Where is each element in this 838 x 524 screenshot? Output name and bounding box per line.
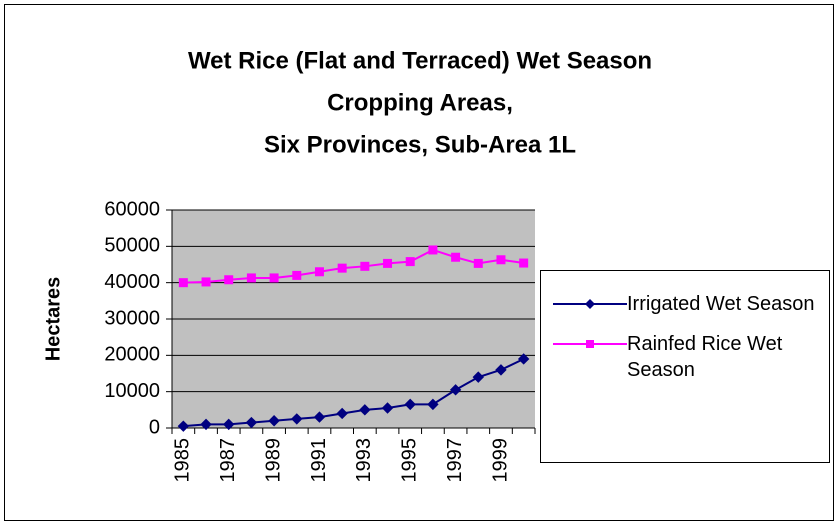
chart-title: Wet Rice (Flat and Terraced) Wet Season: [188, 47, 652, 74]
legend-item: Irrigated Wet Season: [547, 291, 825, 317]
y-tick-label: 10000: [104, 380, 160, 402]
x-tick-label: 1987: [217, 438, 239, 483]
marker: [495, 364, 507, 376]
chart-title: Six Provinces, Sub-Area 1L: [264, 131, 576, 158]
marker: [449, 384, 462, 396]
marker: [383, 258, 393, 268]
marker: [519, 258, 529, 268]
marker: [268, 415, 280, 427]
marker: [496, 255, 506, 265]
x-tick-label: 1995: [399, 438, 421, 483]
y-tick-label: 30000: [104, 307, 160, 329]
legend-swatch: [553, 299, 627, 309]
marker: [336, 407, 348, 420]
marker: [223, 418, 235, 431]
marker: [359, 404, 371, 416]
marker: [360, 261, 370, 271]
y-tick-label: 60000: [104, 198, 160, 220]
x-tick-label: 1993: [353, 438, 375, 483]
marker: [517, 353, 530, 365]
marker: [245, 416, 258, 429]
marker: [314, 267, 324, 277]
x-tick-label: 1997: [444, 438, 466, 483]
y-tick-label: 20000: [104, 344, 160, 366]
marker: [313, 411, 326, 423]
legend-marker: [586, 340, 594, 348]
x-tick-label: 1985: [172, 438, 194, 483]
x-tick-label: 1999: [489, 438, 511, 483]
data-line: [183, 248, 524, 284]
legend-marker: [585, 299, 595, 309]
legend-label: Rainfed Rice Wet Season: [627, 333, 783, 381]
y-tick-label: 40000: [104, 271, 160, 293]
data-line: [183, 358, 525, 428]
marker: [201, 277, 211, 287]
marker: [381, 402, 394, 414]
marker: [404, 398, 416, 411]
legend-item: Rainfed Rice Wet Season: [547, 331, 825, 383]
y-tick-label: 50000: [104, 235, 160, 257]
marker: [177, 420, 190, 432]
marker: [337, 263, 347, 273]
legend-swatch: [553, 340, 627, 348]
marker: [224, 275, 234, 285]
marker: [428, 245, 438, 255]
x-tick-label: 1991: [308, 438, 330, 483]
marker: [292, 270, 302, 280]
marker: [427, 398, 439, 411]
marker: [405, 257, 415, 267]
marker: [472, 371, 484, 383]
marker: [291, 413, 303, 425]
y-axis-label: Hectares: [42, 277, 64, 362]
marker: [269, 273, 279, 283]
marker: [246, 273, 256, 283]
legend: Irrigated Wet Season Rainfed Rice Wet Sea…: [540, 270, 830, 463]
legend-label: Irrigated Wet Season: [627, 293, 815, 315]
y-tick-label: 0: [149, 416, 160, 438]
marker: [473, 258, 483, 268]
marker: [200, 418, 212, 431]
chart-title: Cropping Areas,: [327, 89, 513, 116]
marker: [451, 252, 461, 262]
marker: [178, 278, 188, 288]
x-tick-label: 1989: [262, 438, 284, 483]
